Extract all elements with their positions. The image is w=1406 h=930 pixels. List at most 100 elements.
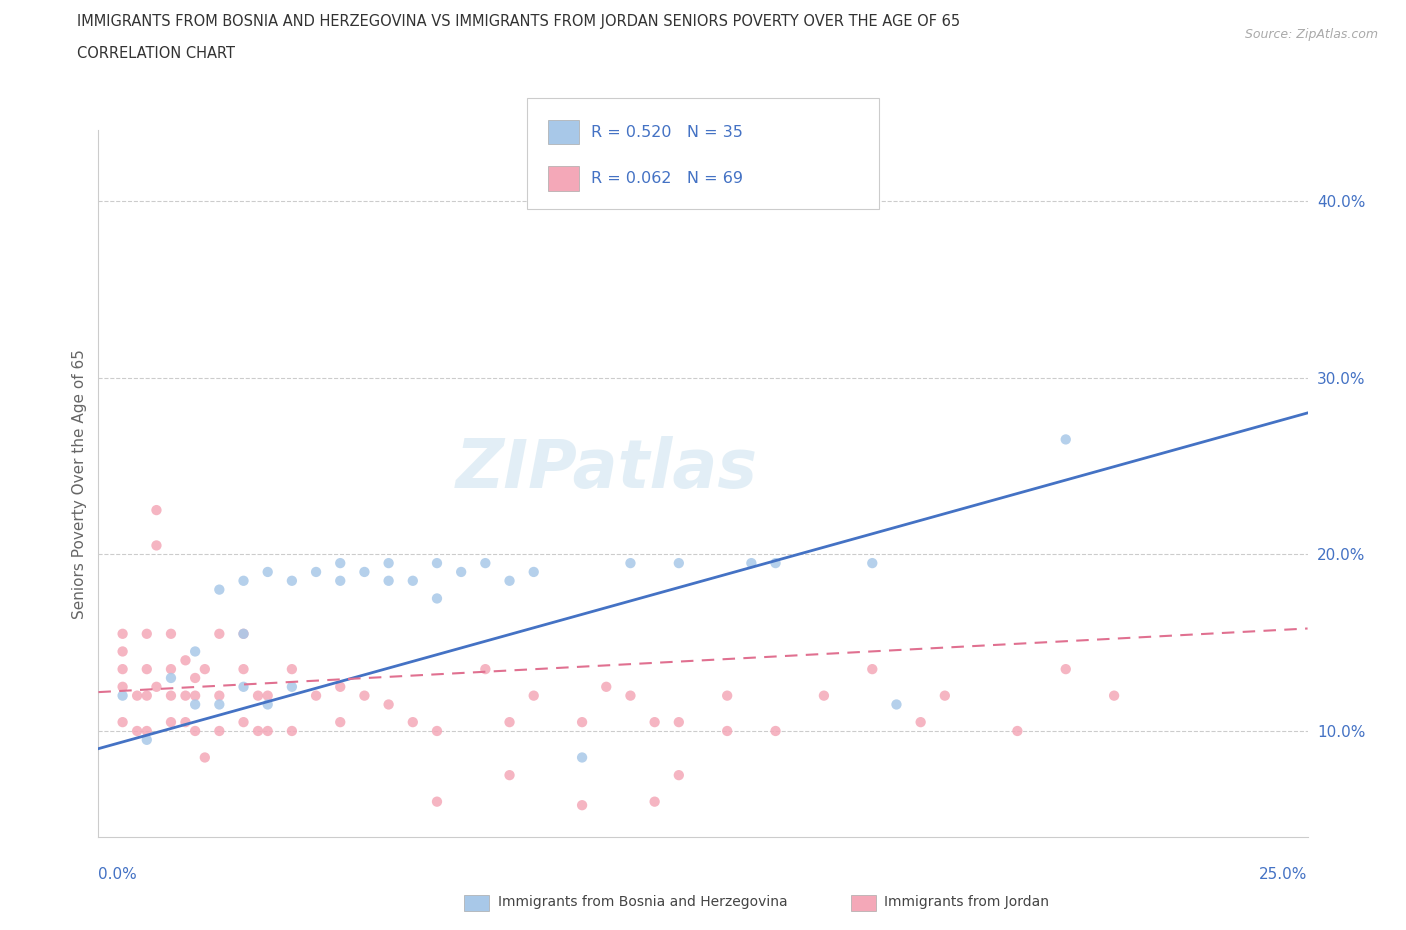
- Text: 25.0%: 25.0%: [1260, 867, 1308, 882]
- Point: [208, 698, 231, 712]
- Point: [111, 688, 134, 703]
- Text: Immigrants from Bosnia and Herzegovina: Immigrants from Bosnia and Herzegovina: [498, 895, 787, 910]
- Point: [860, 662, 883, 677]
- Point: [402, 573, 425, 589]
- Point: [377, 556, 399, 571]
- Point: [329, 573, 352, 589]
- Point: [281, 573, 304, 589]
- Point: [111, 679, 134, 694]
- Point: [135, 627, 157, 642]
- Point: [426, 794, 449, 809]
- Point: [571, 714, 593, 729]
- Point: [716, 688, 738, 703]
- Point: [135, 662, 157, 677]
- Point: [668, 768, 690, 783]
- Point: [1054, 432, 1077, 447]
- Point: [145, 679, 167, 694]
- Point: [194, 750, 217, 764]
- Point: [111, 662, 134, 677]
- Point: [281, 662, 304, 677]
- Point: [281, 679, 304, 694]
- Point: [644, 714, 666, 729]
- Point: [256, 724, 278, 738]
- Point: [145, 538, 167, 553]
- Point: [595, 679, 617, 694]
- Point: [135, 724, 157, 738]
- Point: [910, 714, 932, 729]
- Point: [208, 627, 231, 642]
- Point: [160, 671, 183, 685]
- Text: CORRELATION CHART: CORRELATION CHART: [77, 46, 235, 61]
- Point: [498, 768, 520, 783]
- Point: [305, 565, 328, 579]
- Point: [145, 503, 167, 518]
- Point: [160, 688, 183, 703]
- Point: [232, 679, 254, 694]
- Point: [377, 573, 399, 589]
- Point: [184, 671, 207, 685]
- Point: [184, 644, 207, 659]
- Point: [135, 733, 157, 748]
- Text: ZIPatlas: ZIPatlas: [456, 436, 758, 502]
- Point: [571, 750, 593, 764]
- Text: Source: ZipAtlas.com: Source: ZipAtlas.com: [1244, 28, 1378, 41]
- Point: [813, 688, 835, 703]
- Point: [474, 662, 496, 677]
- Point: [1102, 688, 1125, 703]
- Y-axis label: Seniors Poverty Over the Age of 65: Seniors Poverty Over the Age of 65: [72, 349, 87, 618]
- Point: [450, 565, 472, 579]
- Point: [232, 714, 254, 729]
- Point: [1007, 724, 1029, 738]
- Point: [247, 724, 270, 738]
- Point: [619, 556, 641, 571]
- Point: [668, 714, 690, 729]
- Text: R = 0.062   N = 69: R = 0.062 N = 69: [591, 171, 742, 186]
- Point: [765, 724, 787, 738]
- Point: [498, 573, 520, 589]
- Point: [174, 653, 197, 668]
- Point: [208, 724, 231, 738]
- Point: [127, 724, 149, 738]
- Text: 0.0%: 0.0%: [98, 867, 138, 882]
- Point: [474, 556, 496, 571]
- Point: [740, 556, 762, 571]
- Point: [668, 556, 690, 571]
- Point: [194, 662, 217, 677]
- Point: [208, 688, 231, 703]
- Point: [127, 688, 149, 703]
- Point: [111, 714, 134, 729]
- Point: [256, 698, 278, 712]
- Point: [498, 714, 520, 729]
- Point: [934, 688, 956, 703]
- Point: [232, 662, 254, 677]
- Point: [281, 724, 304, 738]
- Point: [135, 688, 157, 703]
- Point: [111, 644, 134, 659]
- Point: [232, 627, 254, 642]
- Point: [174, 688, 197, 703]
- Point: [232, 573, 254, 589]
- Point: [256, 565, 278, 579]
- Point: [353, 565, 375, 579]
- Point: [377, 698, 399, 712]
- Point: [426, 591, 449, 606]
- Point: [426, 724, 449, 738]
- Point: [174, 714, 197, 729]
- Point: [329, 714, 352, 729]
- Point: [860, 556, 883, 571]
- Point: [716, 724, 738, 738]
- Point: [523, 565, 546, 579]
- Point: [184, 698, 207, 712]
- Point: [668, 158, 690, 173]
- Point: [329, 556, 352, 571]
- Point: [160, 627, 183, 642]
- Point: [184, 724, 207, 738]
- Point: [305, 688, 328, 703]
- Point: [353, 688, 375, 703]
- Point: [1054, 662, 1077, 677]
- Point: [160, 662, 183, 677]
- Point: [571, 798, 593, 813]
- Point: [111, 627, 134, 642]
- Point: [523, 688, 546, 703]
- Point: [886, 698, 908, 712]
